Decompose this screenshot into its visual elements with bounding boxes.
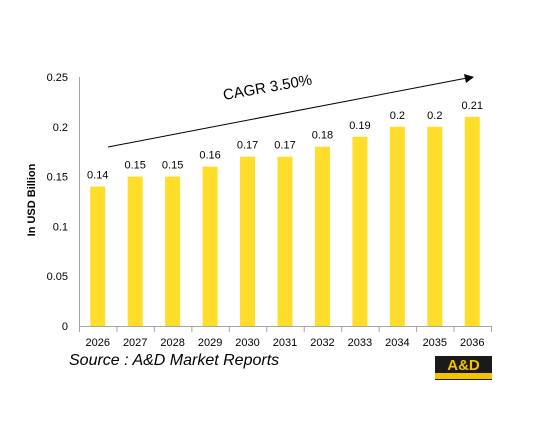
bar-2033: [352, 136, 368, 326]
cagr-arrow-head: [464, 74, 474, 83]
data-label-2033: 0.19: [349, 120, 370, 132]
x-axis-ticks: 2026 2027 2028 2029 2030 2031 2032 2033 2034 2035…: [85, 337, 484, 349]
data-label-2032: 0.18: [312, 130, 333, 142]
bar-2027: [127, 176, 143, 326]
x-tick-label: 2027: [123, 337, 147, 349]
bar-2035: [427, 126, 443, 326]
y-tick-label: 0.25: [47, 72, 68, 84]
bar-2029: [202, 166, 218, 326]
bar-2034: [389, 126, 405, 326]
data-label-2026: 0.14: [87, 170, 108, 182]
data-label-2029: 0.16: [199, 150, 220, 162]
x-tick-label: 2035: [423, 337, 447, 349]
x-tick-label: 2032: [310, 337, 334, 349]
data-labels: 0.14 0.15 0.15 0.16 0.17 0.17 0.18 0.19 0.2 0.2 0.…: [87, 100, 483, 182]
data-label-2027: 0.15: [124, 160, 145, 172]
x-axis-tick-marks: [79, 326, 492, 332]
data-label-2028: 0.15: [162, 160, 183, 172]
cagr-arrow-line: [107, 77, 468, 148]
bar-2028: [165, 176, 181, 326]
x-tick-label: 2033: [348, 337, 372, 349]
data-label-2030: 0.17: [237, 140, 258, 152]
x-tick-label: 2029: [198, 337, 222, 349]
cagr-label: CAGR 3.50%: [222, 72, 314, 104]
bar-2031: [277, 156, 293, 326]
y-axis-ticks: 0 0.05 0.1 0.15 0.2 0.25: [47, 72, 68, 333]
x-tick-label: 2036: [460, 337, 484, 349]
bars: [90, 116, 480, 326]
y-tick-label: 0.05: [47, 271, 68, 283]
x-tick-label: 2031: [273, 337, 297, 349]
y-tick-label: 0.15: [47, 172, 68, 184]
y-tick-label: 0.1: [53, 221, 68, 233]
bar-2026: [90, 186, 106, 326]
source-note: Source : A&D Market Reports: [69, 352, 280, 369]
cagr-annotation: CAGR 3.50%: [107, 72, 474, 148]
bar-2032: [314, 146, 330, 326]
y-axis-title: In USD Billion: [26, 163, 38, 236]
y-tick-label: 0.2: [53, 122, 68, 134]
bar-2036: [464, 116, 480, 326]
data-label-2031: 0.17: [274, 140, 295, 152]
data-label-2035: 0.2: [427, 110, 442, 122]
brand-logo-text: A&D: [447, 357, 480, 374]
x-tick-label: 2028: [160, 337, 184, 349]
data-label-2036: 0.21: [462, 100, 483, 112]
x-tick-label: 2026: [85, 337, 109, 349]
brand-logo-stripe: [435, 373, 492, 379]
bar-2030: [240, 156, 256, 326]
x-tick-label: 2030: [235, 337, 259, 349]
x-tick-label: 2034: [385, 337, 409, 349]
brand-logo: A&D: [435, 356, 492, 380]
data-label-2034: 0.2: [390, 110, 405, 122]
y-tick-label: 0: [62, 321, 68, 333]
